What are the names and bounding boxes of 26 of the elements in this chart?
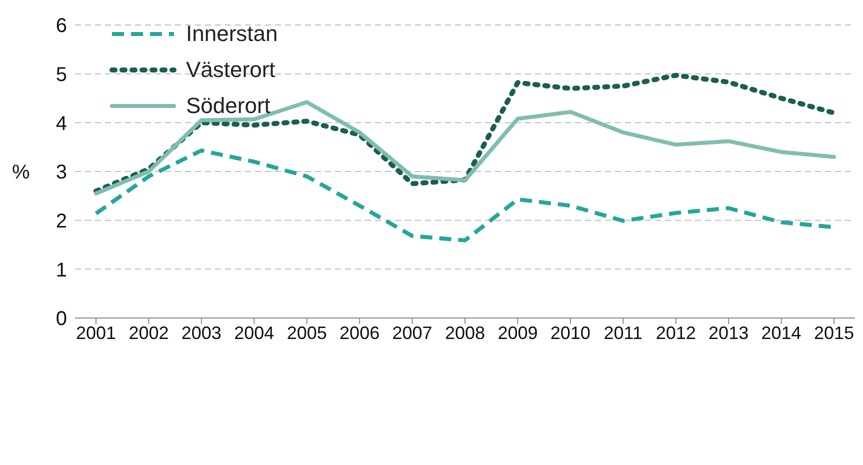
- x-tick-label: 2014: [761, 322, 802, 343]
- x-tick-label: 2010: [550, 322, 590, 343]
- y-axis-title: %: [12, 162, 30, 184]
- x-tick-label: 2007: [392, 322, 432, 343]
- x-tick-label: 2015: [814, 322, 854, 343]
- y-tick-label: 0: [56, 308, 67, 330]
- x-tick-label: 2008: [444, 322, 486, 343]
- x-tick-label: 2004: [234, 322, 274, 343]
- y-tick-label: 5: [56, 64, 67, 86]
- x-tick-label: 2001: [76, 322, 116, 343]
- x-tick-label: 2003: [181, 322, 222, 343]
- x-tick-label: 2006: [340, 322, 380, 343]
- legend-label: Söderort: [186, 93, 270, 119]
- legend-label: Västerort: [186, 57, 276, 83]
- y-tick-label: 3: [56, 162, 67, 184]
- y-tick-label: 1: [56, 259, 67, 282]
- y-tick-label: 2: [56, 210, 67, 232]
- x-tick-label: 2013: [708, 322, 749, 343]
- x-tick-label: 2005: [286, 322, 327, 343]
- y-tick-label: 4: [56, 112, 67, 135]
- x-tick-label: 2011: [604, 322, 642, 343]
- y-tick-label: 6: [56, 15, 67, 38]
- x-tick-label: 2012: [656, 322, 696, 343]
- legend-label: Innerstan: [186, 21, 278, 47]
- x-tick-label: 2009: [498, 322, 538, 343]
- x-tick-label: 2002: [128, 322, 169, 343]
